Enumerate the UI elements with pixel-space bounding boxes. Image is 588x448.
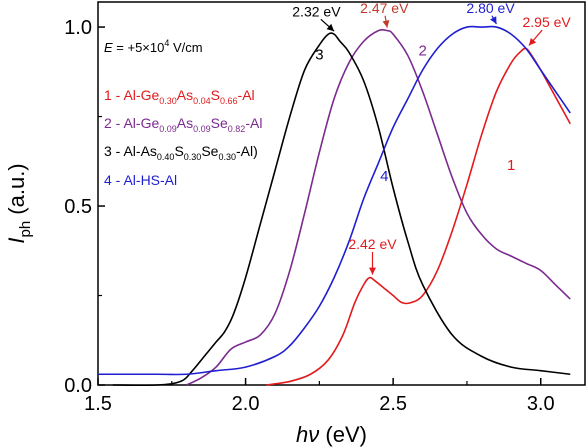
annotation-label: 2.42 eV: [348, 236, 397, 252]
annotation-label: 2.95 eV: [522, 14, 571, 30]
annotation-label: 2.80 eV: [466, 0, 515, 16]
x-tick-label: 2.5: [379, 393, 407, 415]
y-tick-label: 0.0: [64, 375, 92, 397]
x-tick-label: 3.0: [527, 393, 555, 415]
legend: E = +5×104 V/cm 1 - Al-Ge0.30As0.04S0.66-…: [104, 38, 262, 188]
legend-entry-1: 1 - Al-Ge0.30As0.04S0.66-Al: [104, 87, 255, 106]
series-line-1: [266, 47, 571, 386]
y-axis-title: Iph (a.u.): [4, 163, 34, 243]
annotation-arrowhead: [490, 16, 497, 25]
annotation-arrowhead: [326, 23, 335, 32]
curves: [98, 25, 571, 387]
x-tick-label: 2.0: [232, 393, 260, 415]
series-line-2: [186, 28, 571, 386]
legend-entry-2: 2 - Al-Ge0.09As0.09Se0.82-Al: [104, 115, 262, 134]
annotation-label: 2.47 eV: [360, 0, 409, 16]
axes: 1.5 2.0 2.5 3.0 0.0 0.5 1.0: [64, 17, 554, 415]
plot-frame: [97, 1, 586, 386]
annotation-label: 2.32 eV: [292, 3, 341, 19]
annotations: 2.32 eV 2.47 eV 2.80 eV 2.95 eV 2.42 eV 1 2 3 4: [292, 0, 571, 275]
legend-entry-4: 4 - Al-HS-Al: [104, 172, 177, 188]
annotation-arrowhead: [382, 20, 390, 28]
curve-number-label: 3: [315, 46, 323, 63]
x-tick-label: 1.5: [84, 393, 112, 415]
series-line-3: [112, 32, 571, 387]
legend-entry-3: 3 - Al-As0.40S0.30Se0.30-Al): [104, 143, 258, 162]
field-strength-label: E = +5×104 V/cm: [104, 38, 203, 55]
curve-number-label: 2: [418, 43, 426, 60]
x-axis-title: hν (eV): [296, 422, 367, 447]
plot-area: [97, 1, 586, 386]
annotation-arrowhead: [528, 37, 537, 46]
axis-titles: hν (eV) Iph (a.u.): [4, 163, 367, 447]
annotation-arrowhead: [368, 267, 376, 275]
y-tick-label: 0.5: [64, 196, 92, 218]
curve-number-label: 1: [507, 157, 515, 174]
curve-number-label: 4: [380, 168, 388, 185]
series-line-4: [98, 25, 571, 376]
y-tick-label: 1.0: [64, 17, 92, 39]
